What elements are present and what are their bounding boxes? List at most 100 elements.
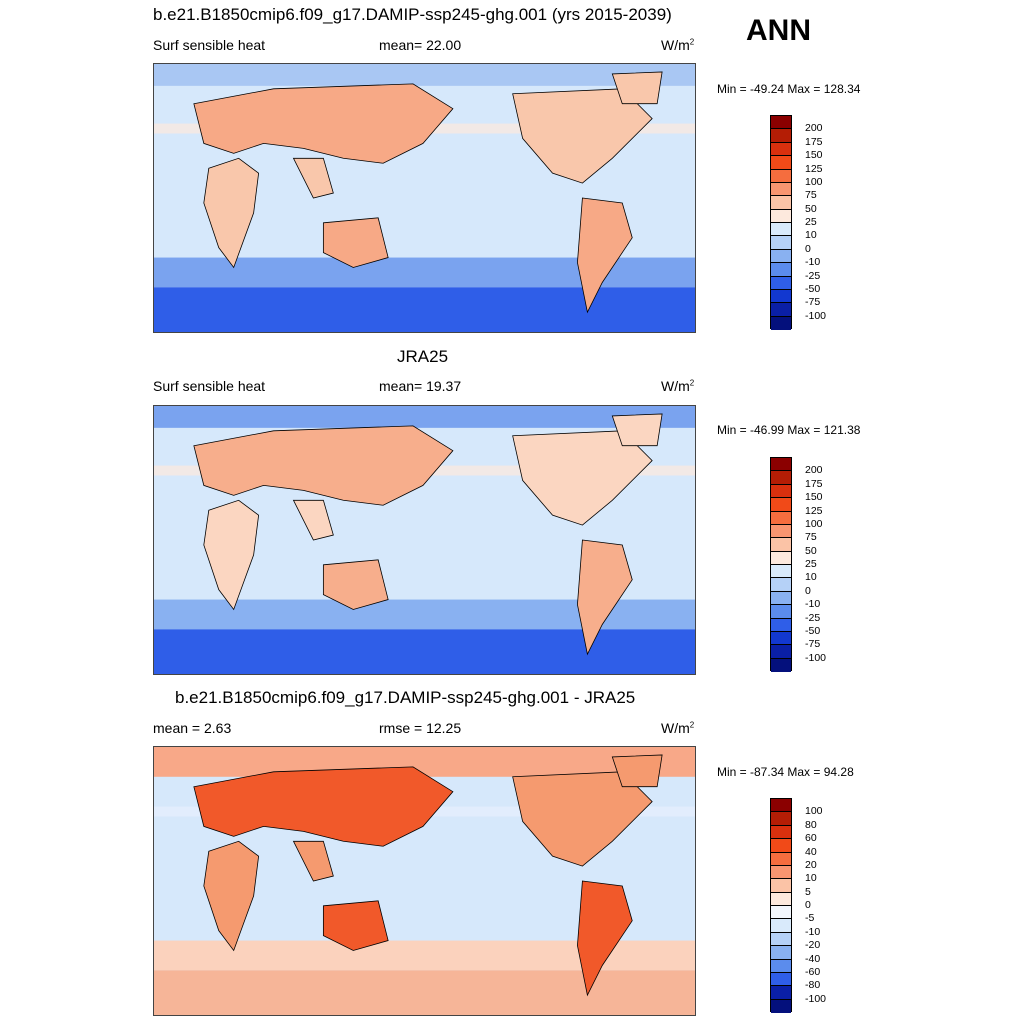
colorbar-tick-label: -40 [805,952,821,965]
colorbar-segment [771,605,791,619]
panel2-minmax: Min = -46.99 Max = 121.38 [717,423,861,437]
panel3-map [153,746,696,1016]
colorbar-segment [771,458,791,472]
antarctic-band [154,970,695,1015]
colorbar-segment [771,289,791,304]
colorbar-tick-label: 150 [805,491,823,504]
panel2-colorbar [770,457,792,672]
land-region [322,559,389,610]
colorbar-segment [771,524,791,539]
colorbar-tick-label: 25 [805,558,817,570]
colorbar-segment [771,999,791,1013]
colorbar-tick-label: 0 [805,899,811,911]
panel3-title: b.e21.B1850cmip6.f09_g17.DAMIP-ssp245-gh… [175,688,636,707]
land-region [203,499,260,611]
colorbar-tick-label: -50 [805,624,821,637]
colorbar-segment [771,565,791,579]
colorbar-tick-label: 10 [805,571,817,584]
colorbar-segment [771,484,791,499]
colorbar-segment [771,919,791,933]
land-region [193,766,454,847]
panel3-units: W/m2 [661,720,695,736]
panel2-variable: Surf sensible heat [153,378,266,394]
land-region [322,217,389,268]
colorbar-tick-label: -60 [805,965,821,978]
colorbar-segment [771,236,791,250]
panel1-units: W/m2 [661,37,695,53]
colorbar-segment [771,156,791,170]
colorbar-segment [771,631,791,646]
colorbar-segment [771,812,791,826]
colorbar-tick-label: 80 [805,818,817,831]
colorbar-segment [771,578,791,592]
colorbar-tick-label: 0 [805,242,811,255]
land-region [193,425,454,506]
colorbar-tick-label: 5 [805,885,811,898]
land-region [203,157,260,269]
panel2-title: JRA25 [397,347,449,366]
panel1-map [153,63,696,333]
colorbar-tick-label: 125 [805,504,823,517]
colorbar-tick-label: -80 [805,979,821,992]
colorbar-segment [771,196,791,210]
panel2-map [153,405,696,675]
land-region [292,157,334,199]
colorbar-segment [771,932,791,947]
colorbar-tick-label: 100 [805,805,823,818]
colorbar-tick-label: 50 [805,544,817,557]
panel2-units: W/m2 [661,378,695,394]
panel3-colorbar [770,798,792,1013]
colorbar-tick-label: -100 [805,309,827,322]
panel1-variable: Surf sensible heat [153,37,266,53]
land-region [611,413,663,447]
colorbar-tick-label: 200 [805,464,823,477]
colorbar-segment [771,972,791,987]
land-region [322,900,389,951]
colorbar-tick-label: -20 [805,939,821,952]
colorbar-tick-label: 100 [805,517,823,530]
antarctic-band [154,287,695,332]
colorbar-tick-label: 125 [805,162,823,175]
panel3-rmse: rmse = 12.25 [379,720,462,736]
colorbar-segment [771,316,791,330]
colorbar-segment [771,303,791,317]
panel1-colorbar [770,115,792,330]
colorbar-segment [771,551,791,565]
colorbar-segment [771,618,791,632]
panel3-minmax: Min = -87.34 Max = 94.28 [717,765,854,779]
colorbar-segment [771,839,791,853]
arctic-band [154,747,695,777]
land-region [577,539,633,656]
colorbar-tick-label: 25 [805,216,817,228]
antarctic-band [154,629,695,674]
panel1-minmax: Min = -49.24 Max = 128.34 [717,82,861,96]
colorbar-tick-label: 50 [805,202,817,215]
panel1-title: b.e21.B1850cmip6.f09_g17.DAMIP-ssp245-gh… [153,5,672,24]
colorbar-segment [771,471,791,485]
colorbar-tick-label: 200 [805,122,823,135]
colorbar-segment [771,825,791,840]
colorbar-segment [771,182,791,197]
panel1-mean: mean= 22.00 [379,37,462,53]
colorbar-tick-label: 10 [805,229,817,242]
colorbar-tick-label: 10 [805,872,817,885]
colorbar-tick-label: -100 [805,992,827,1005]
colorbar-tick-label: -25 [805,269,821,282]
colorbar-segment [771,263,791,277]
land-region [611,71,663,105]
colorbar-segment [771,209,791,223]
colorbar-segment [771,142,791,157]
colorbar-tick-label: 75 [805,189,817,202]
colorbar-segment [771,645,791,659]
colorbar-tick-label: -10 [805,925,821,938]
colorbar-segment [771,865,791,880]
land-region [203,840,260,952]
colorbar-tick-label: 40 [805,845,817,858]
colorbar-segment [771,892,791,906]
colorbar-tick-label: -5 [805,912,815,925]
land-region [292,499,334,541]
colorbar-tick-label: 60 [805,832,817,845]
colorbar-tick-label: 0 [805,584,811,597]
land-region [193,83,454,164]
colorbar-segment [771,498,791,512]
